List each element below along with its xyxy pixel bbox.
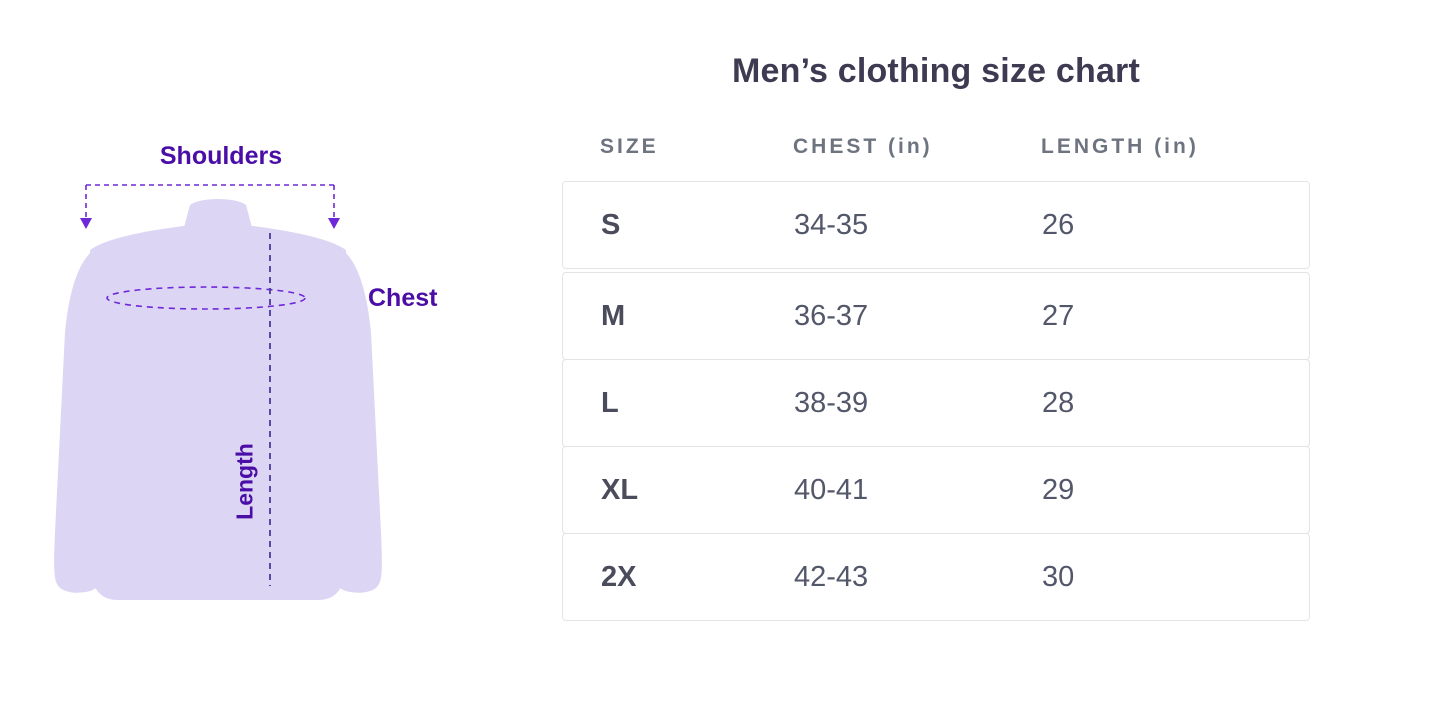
column-header-length: LENGTH (in) xyxy=(1041,135,1199,158)
table-row: L 38-39 28 xyxy=(562,359,1310,447)
size-value: 2X xyxy=(601,560,637,593)
length-value: 26 xyxy=(1042,208,1075,241)
chest-value: 40-41 xyxy=(794,473,869,506)
size-value: L xyxy=(601,386,619,419)
table-row: XL 40-41 29 xyxy=(562,446,1310,534)
shirt-measurement-diagram: Shoulders Chest Length xyxy=(0,130,520,670)
chest-value: 34-35 xyxy=(794,208,869,241)
size-chart-section: Men’s clothing size chart SIZE CHEST (in… xyxy=(562,52,1310,621)
chest-label: Chest xyxy=(368,284,438,312)
table-row: 2X 42-43 30 xyxy=(562,533,1310,621)
size-value: S xyxy=(601,208,621,241)
table-row: M 36-37 27 xyxy=(562,272,1310,360)
shirt-collar xyxy=(183,199,253,231)
chest-value: 36-37 xyxy=(794,299,869,332)
page-title: Men’s clothing size chart xyxy=(731,52,1141,90)
table-row: S 34-35 26 xyxy=(562,181,1310,269)
column-header-chest: CHEST (in) xyxy=(793,135,933,158)
shoulders-arrowheads xyxy=(80,218,340,229)
column-header-size: SIZE xyxy=(600,135,659,158)
length-label: Length xyxy=(231,443,258,520)
shirt-diagram-svg xyxy=(54,184,382,600)
length-value: 27 xyxy=(1042,299,1075,332)
size-value: XL xyxy=(601,473,639,506)
shoulders-label: Shoulders xyxy=(159,142,283,170)
shirt-silhouette xyxy=(54,199,382,600)
shirt-body xyxy=(90,226,346,600)
chest-measure-ellipse xyxy=(106,286,306,310)
length-value: 28 xyxy=(1042,386,1075,419)
chest-value: 42-43 xyxy=(794,560,869,593)
chest-value: 38-39 xyxy=(794,386,869,419)
size-table: S 34-35 26 M 36-37 27 L 38-39 28 XL 40-4… xyxy=(562,181,1310,621)
length-value: 30 xyxy=(1042,560,1075,593)
length-value: 29 xyxy=(1042,473,1075,506)
table-header: SIZE CHEST (in) LENGTH (in) xyxy=(562,135,1310,159)
size-value: M xyxy=(601,299,626,332)
